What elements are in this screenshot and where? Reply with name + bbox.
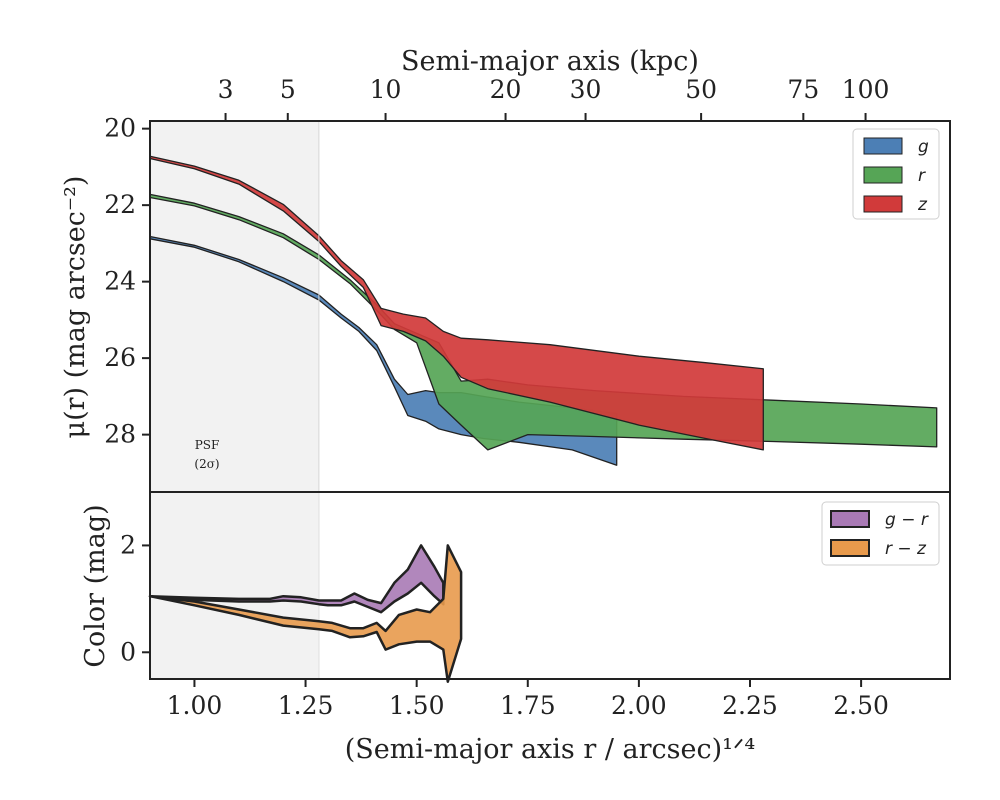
- surface-brightness-bands: [149, 155, 938, 466]
- color-legend: g − r r − z: [821, 501, 940, 566]
- color-legend-entry-label: g − r: [885, 510, 929, 530]
- psf-shaded-region-color: [150, 492, 319, 679]
- kpc-tick-label: 3: [218, 75, 234, 104]
- kpc-tick-label: 50: [685, 75, 717, 104]
- color-x-ticks: 1.00 1.25 1.50 1.75 2.00 2.25 2.50: [167, 679, 889, 720]
- legend-entry-label: z: [917, 195, 928, 215]
- y-tick-label: 22: [104, 190, 136, 219]
- color-legend-entry-swatch: [830, 510, 870, 528]
- x-tick-label: 1.75: [500, 691, 556, 720]
- color-y-axis-title: Color (mag): [80, 504, 111, 667]
- legend-entry-label: r: [918, 166, 926, 186]
- color-legend-entry-swatch: [830, 539, 870, 557]
- band-r−z: [148, 544, 463, 683]
- x-tick-label: 2.50: [833, 691, 889, 720]
- y-tick-label: 24: [104, 267, 136, 296]
- color-bands: [148, 544, 463, 683]
- axes-frame: [149, 120, 951, 680]
- color-legend-entry-label: r − z: [885, 539, 927, 559]
- band-z: [149, 155, 764, 451]
- kpc-tick-label: 10: [370, 75, 402, 104]
- color-y-tick-label: 2: [120, 530, 136, 559]
- x-tick-label: 1.00: [167, 691, 223, 720]
- kpc-tick-label: 5: [280, 75, 296, 104]
- kpc-tick-label: 100: [842, 75, 890, 104]
- bottom-x-axis-title: (Semi-major axis r / arcsec)¹ᐟ⁴: [345, 734, 755, 765]
- psf-sigma-label: (2σ): [194, 457, 219, 471]
- psf-label: PSF: [195, 438, 220, 452]
- legend-entry-swatch: [863, 137, 903, 155]
- kpc-tick-label: 20: [490, 75, 522, 104]
- y-tick-label: 20: [104, 114, 136, 143]
- psf-shaded-region: [150, 121, 319, 492]
- y-tick-label: 28: [104, 420, 136, 449]
- x-tick-label: 1.25: [278, 691, 334, 720]
- color-y-ticks: 02: [120, 530, 150, 666]
- top-y-axis-title: μ(r) (mag arcsec⁻²): [60, 176, 91, 439]
- legend-entry-swatch: [863, 195, 903, 213]
- x-tick-label: 2.25: [722, 691, 778, 720]
- x-tick-label: 2.00: [611, 691, 667, 720]
- y-tick-label: 26: [104, 343, 136, 372]
- legend-entry-swatch: [863, 166, 903, 184]
- color-y-tick-label: 0: [120, 637, 136, 666]
- top-x-axis-title: Semi-major axis (kpc): [401, 46, 699, 77]
- surface-brightness-legend: grz: [852, 128, 940, 220]
- legend-entry-label: g: [918, 137, 929, 157]
- x-tick-label: 1.50: [389, 691, 445, 720]
- kpc-tick-label: 75: [787, 75, 819, 104]
- top-kpc-ticks: 3 5 10 20 30 50 75 100: [218, 75, 890, 121]
- color-panel: 02 1.00 1.25 1.50 1.75 2.00 2.25 2.50 (Semi-ma…: [80, 492, 940, 765]
- kpc-tick-label: 30: [570, 75, 602, 104]
- top-y-ticks: 20 22 24 26 28: [104, 114, 150, 449]
